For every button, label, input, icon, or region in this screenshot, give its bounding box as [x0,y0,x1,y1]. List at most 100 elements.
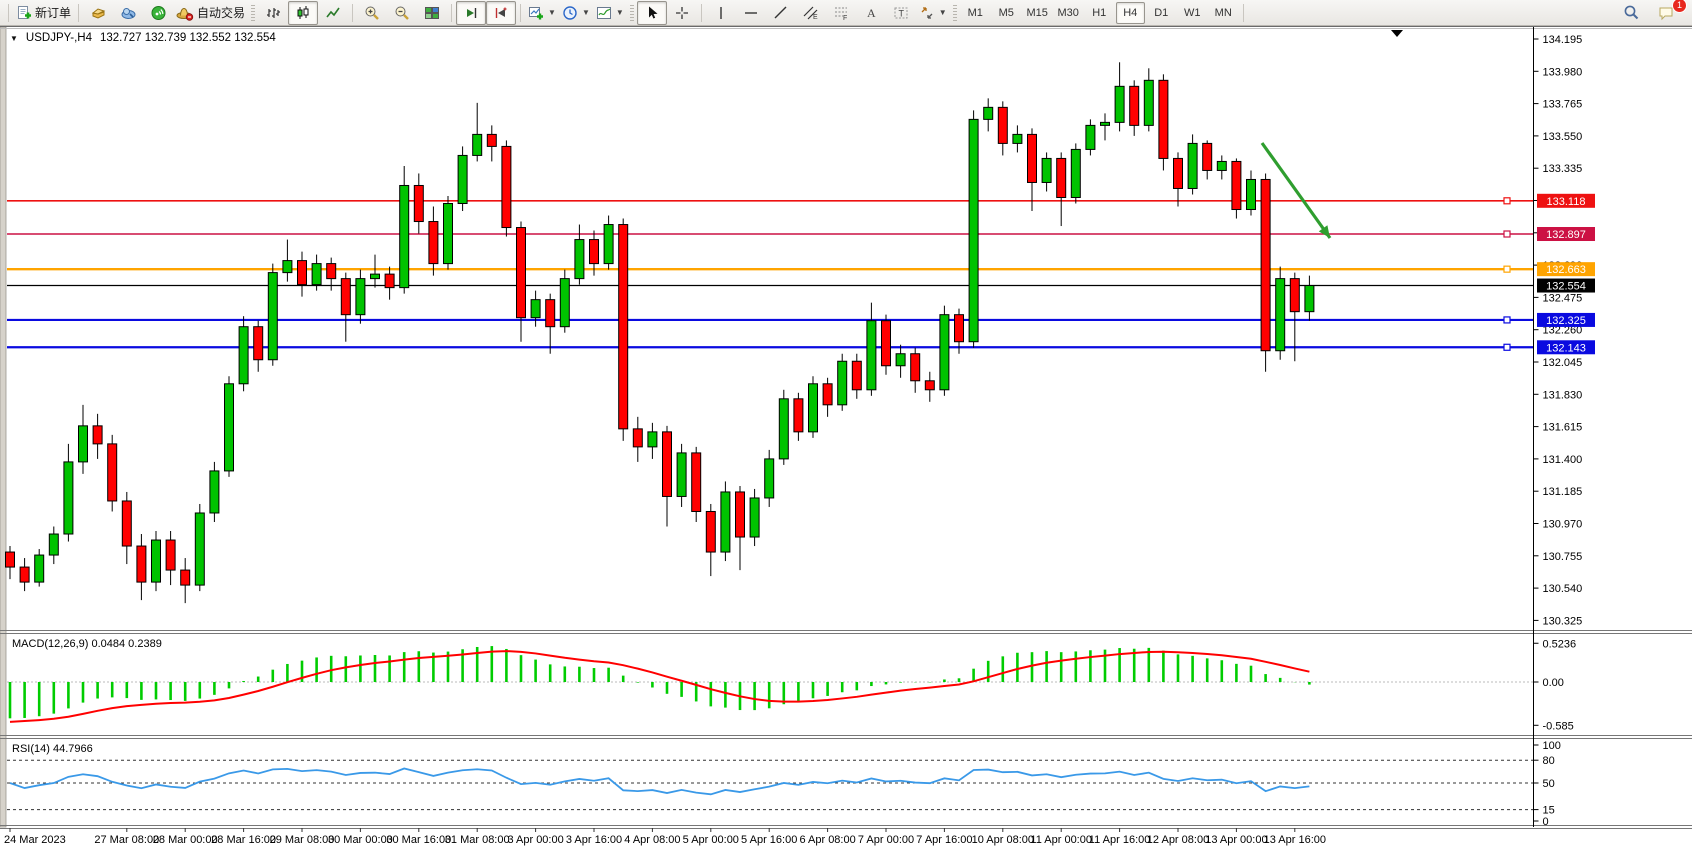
auto-trading-icon [176,7,194,21]
svg-text:132.554: 132.554 [1546,281,1586,293]
community-button[interactable] [113,1,143,25]
time-axis-label: 28 Mar 00:00 [153,834,218,846]
horizontal-line-icon [744,11,757,14]
svg-text:132.897: 132.897 [1546,229,1586,241]
chart-title: ▼ USDJPY-,H4 132.727 132.739 132.552 132… [10,32,276,44]
periods-button[interactable]: ▼ [559,1,593,25]
new-order-button[interactable]: 新订单 [13,1,74,25]
auto-trading-label: 自动交易 [197,6,246,20]
svg-text:50: 50 [1543,778,1555,790]
svg-text:133.118: 133.118 [1547,196,1586,208]
notification-badge: 1 [1672,0,1687,13]
svg-text:130.970: 130.970 [1543,519,1583,531]
svg-text:E: E [813,14,818,21]
horizontal-line-button[interactable] [736,1,766,25]
bar-chart-button[interactable] [258,1,288,25]
chart-symbol-period: USDJPY-,H4 [25,32,92,44]
search-button[interactable] [1616,1,1646,25]
chart-shift-button[interactable] [486,0,517,25]
signals-button[interactable] [143,1,173,25]
candlestick-icon [297,5,309,19]
bar-chart-icon [267,7,281,18]
candlestick-button[interactable] [288,0,319,25]
svg-text:132.325: 132.325 [1546,315,1586,327]
svg-text:132.045: 132.045 [1543,357,1583,369]
trendline-button[interactable] [766,1,796,25]
trendline-icon [774,6,787,18]
time-axis-label: 13 Apr 00:00 [1205,834,1267,846]
zoom-in-button[interactable] [357,1,387,25]
timeframe-d1[interactable]: D1 [1154,6,1169,19]
cursor-button[interactable] [636,0,667,25]
templates-button[interactable]: ▼ [593,1,627,25]
auto-trading-button[interactable]: 自动交易 [173,1,248,25]
divider [352,3,354,22]
divider [1242,3,1244,22]
timeframe-m30[interactable]: M30 [1057,6,1079,19]
svg-text:F: F [843,15,847,21]
svg-text:0.5236: 0.5236 [1543,638,1577,650]
timeframe-m1[interactable]: M1 [967,6,983,19]
crosshair-icon [675,6,688,19]
new-order-icon [18,5,31,19]
svg-text:134.195: 134.195 [1543,34,1583,46]
fibonacci-button[interactable]: F [826,1,856,25]
divider [451,3,453,22]
chevron-down-icon: ▼ [548,8,556,17]
time-axis-label: 11 Apr 16:00 [1089,834,1151,846]
time-axis-label: 7 Apr 00:00 [858,834,914,846]
line-chart-icon [326,7,340,17]
cursor-icon [648,6,658,18]
chart-shift-icon [495,7,507,18]
new-order-label: 新订单 [35,6,72,20]
timeframe-m15[interactable]: M15 [1026,6,1048,19]
chevron-down-icon: ▼ [615,8,624,17]
divider [8,3,9,22]
crosshair-button[interactable] [667,1,697,25]
arrows-button[interactable]: ▼ [916,1,950,25]
tile-windows-icon [425,6,440,19]
time-axis-label: 11 Apr 00:00 [1030,834,1092,846]
search-icon [1624,5,1638,20]
time-axis-label: 24 Mar 2023 [4,834,66,846]
timeframe-h4[interactable]: H4 [1115,1,1145,24]
tile-windows-button[interactable] [417,1,447,25]
zoom-out-button[interactable] [387,1,417,25]
vertical-line-button[interactable] [706,1,736,25]
collapse-triangle-icon[interactable]: ▼ [10,33,18,43]
timeframe-w1[interactable]: W1 [1183,6,1201,19]
time-axis-label: 13 Apr 16:00 [1264,834,1326,846]
auto-scroll-button[interactable] [456,0,487,25]
chart-ohlc: 132.727 132.739 132.552 132.554 [99,32,276,44]
svg-text:131.400: 131.400 [1543,454,1583,466]
notifications-button[interactable]: 1 [1652,0,1687,25]
svg-text:-0.585: -0.585 [1543,720,1574,732]
new-chart-button[interactable]: ▼ [525,1,559,25]
text-label-icon: T [894,7,908,18]
market-watch-icon [91,7,105,19]
svg-text:133.980: 133.980 [1543,66,1583,78]
divider [520,3,522,22]
line-chart-button[interactable] [318,1,348,25]
text-label-button[interactable]: T [886,1,916,25]
toolbar-grip [629,4,634,21]
time-axis-label: 7 Apr 16:00 [916,834,972,846]
zoom-in-icon [365,6,379,20]
new-chart-icon [529,6,544,19]
timeframe-m5[interactable]: M5 [998,6,1014,19]
svg-text:132.143: 132.143 [1546,342,1586,354]
price-chart[interactable]: 134.195 133.980 133.765 133.550 133.335 133.1… [0,26,1692,851]
fibonacci-icon: F [834,7,847,21]
svg-text:132.663: 132.663 [1546,264,1586,276]
chart-window[interactable]: 134.195 133.980 133.765 133.550 133.335 133.1… [0,26,1692,851]
timeframe-mn[interactable]: MN [1214,6,1232,19]
macd-label: MACD(12,26,9) 0.0484 0.2389 [12,638,162,650]
time-axis-label: 6 Apr 08:00 [799,834,855,846]
main-toolbar: 新订单 自动交易 [0,0,1692,26]
timeframe-toolbar: M1 M5 M15 M30 H1 H4 D1 W1 MN [960,1,1239,24]
channel-button[interactable]: E [796,1,826,25]
text-button[interactable]: A [856,1,886,25]
timeframe-h1[interactable]: H1 [1092,6,1107,19]
time-axis-label: 5 Apr 00:00 [683,834,739,846]
market-watch-button[interactable] [83,1,113,25]
